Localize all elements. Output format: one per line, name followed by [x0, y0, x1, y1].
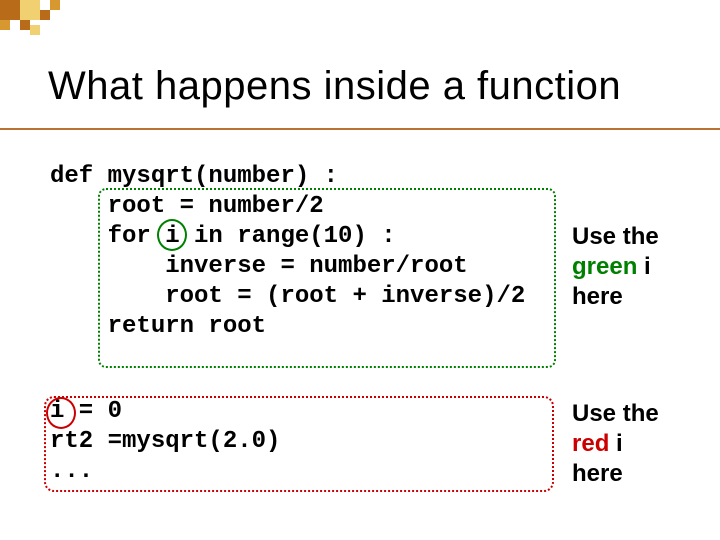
scope-box-function: [98, 188, 556, 368]
slide-title: What happens inside a function: [48, 64, 621, 109]
deco-pixel: [50, 0, 60, 10]
deco-pixel: [30, 25, 40, 35]
annotation-text: i: [637, 253, 650, 280]
annotation-line: green i: [572, 252, 659, 282]
annotation-line: Use the: [572, 399, 659, 429]
annotation-green: Use thegreen ihere: [572, 222, 659, 312]
highlight-oval-red-i: [46, 397, 76, 429]
annotation-line: here: [572, 282, 659, 312]
slide: What happens inside a function def mysqr…: [0, 0, 720, 540]
title-underline: [0, 128, 720, 130]
highlight-oval-green-i: [157, 219, 187, 251]
deco-pixel: [20, 20, 30, 30]
scope-box-caller: [44, 396, 554, 492]
deco-pixel: [40, 10, 50, 20]
annotation-text: i: [609, 430, 622, 457]
annotation-red: Use thered ihere: [572, 399, 659, 489]
annotation-line: red i: [572, 429, 659, 459]
annotation-line: here: [572, 459, 659, 489]
deco-pixel: [0, 0, 20, 20]
annotation-keyword: green: [572, 253, 637, 280]
annotation-line: Use the: [572, 222, 659, 252]
annotation-keyword: red: [572, 430, 609, 457]
deco-pixel: [0, 20, 10, 30]
deco-pixel: [20, 0, 40, 20]
